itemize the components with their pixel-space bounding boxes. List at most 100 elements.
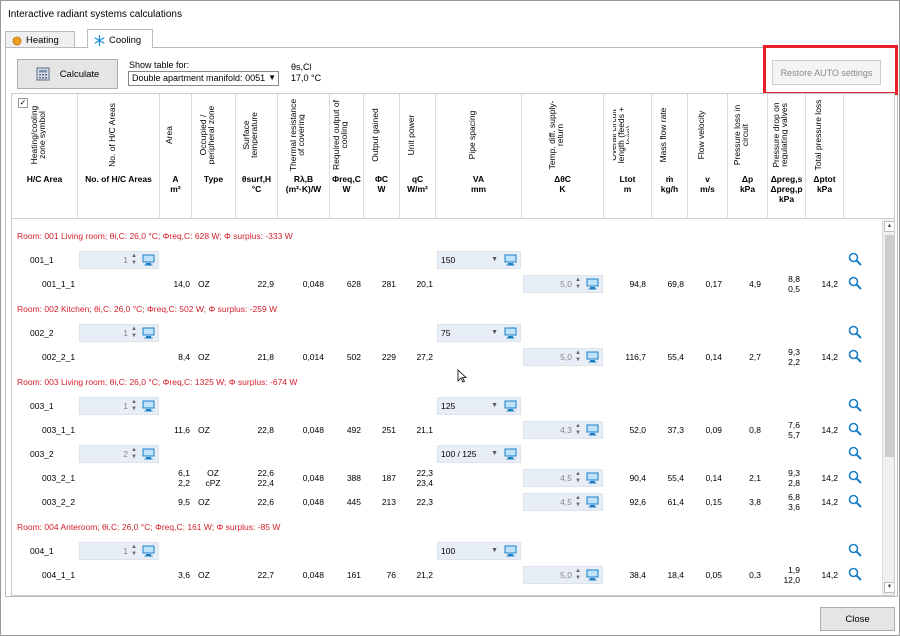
- computer-icon[interactable]: [586, 496, 599, 508]
- tab-cooling[interactable]: Cooling: [87, 29, 153, 48]
- pipe-spacing-value: 100 / 125: [441, 449, 477, 459]
- unit-power-value-line: 23,4: [416, 478, 433, 488]
- pipe-spacing-dropdown[interactable]: 150 ▼: [437, 251, 521, 269]
- manifold-select[interactable]: Double apartment manifold: 0051 ▼: [128, 71, 279, 86]
- unit-power-value-line: 22,3: [416, 468, 433, 478]
- computer-icon[interactable]: [504, 545, 517, 557]
- tab-heating[interactable]: Heating: [5, 31, 75, 47]
- stepper-arrows-icon[interactable]: ▲ ▼: [575, 495, 581, 508]
- scroll-up-icon[interactable]: ▲: [884, 221, 894, 232]
- surface-temp-value: 22,6 22,4: [236, 466, 274, 490]
- column-vertical-label: No. of H/C Areas: [107, 103, 117, 167]
- vertical-scrollbar[interactable]: ▲ ▼: [882, 219, 894, 595]
- unit-power-value: 22,3: [416, 497, 433, 507]
- header-column: Occupied / peripheral zone Type: [192, 94, 236, 219]
- temp-diff-stepper[interactable]: 5,0 ▲ ▼: [523, 566, 603, 584]
- stepper-arrows-icon[interactable]: ▲ ▼: [575, 568, 581, 581]
- temp-diff-stepper[interactable]: 4,5 ▲ ▼: [523, 469, 603, 487]
- magnifier-icon[interactable]: [848, 276, 862, 290]
- magnifier-icon[interactable]: [848, 398, 862, 412]
- circuit-row: 003_2_2 9,5 OZ 22,6 0,048 445 213 22,3 4,5 ▲ ▼ 92,6…: [12, 490, 881, 514]
- magnifier-icon[interactable]: [848, 422, 862, 436]
- area-count-stepper[interactable]: 1 ▲ ▼: [79, 324, 159, 342]
- area-count-stepper[interactable]: 1 ▲ ▼: [79, 397, 159, 415]
- pipe-spacing-dropdown[interactable]: 125 ▼: [437, 397, 521, 415]
- room-row: Room: 001 Living room; θi,C: 26,0 °C; Φr…: [12, 224, 881, 248]
- column-heading: θsurf,H °C: [236, 174, 277, 194]
- computer-icon[interactable]: [586, 278, 599, 290]
- stepper-arrows-icon[interactable]: ▲ ▼: [575, 350, 581, 363]
- computer-icon[interactable]: [586, 351, 599, 363]
- magnifier-icon[interactable]: [848, 543, 862, 557]
- area-count-stepper[interactable]: 1 ▲ ▼: [79, 251, 159, 269]
- scroll-down-icon[interactable]: ▼: [884, 582, 894, 593]
- magnifier-icon[interactable]: [848, 494, 862, 508]
- pipe-spacing-dropdown[interactable]: 75 ▼: [437, 324, 521, 342]
- column-heading-line: VA: [472, 174, 485, 184]
- calculate-button[interactable]: Calculate: [17, 59, 118, 89]
- magnifier-icon[interactable]: [848, 349, 862, 363]
- column-heading: Δptot kPa: [806, 174, 843, 194]
- mass-flow-value: 55,4: [667, 352, 684, 362]
- temp-diff-stepper[interactable]: 5,0 ▲ ▼: [523, 275, 603, 293]
- circuit-row: 003_1_1 11,6 OZ 22,8 0,048 492 251 21,1 4,3 ▲ ▼ 52,…: [12, 418, 881, 442]
- area-count-stepper[interactable]: 1 ▲ ▼: [79, 542, 159, 560]
- computer-icon[interactable]: [142, 400, 155, 412]
- column-heading: v m/s: [688, 174, 727, 194]
- select-all-checkbox[interactable]: ✓: [18, 98, 28, 108]
- computer-icon[interactable]: [142, 327, 155, 339]
- pipe-spacing-dropdown[interactable]: 100 / 125 ▼: [437, 445, 521, 463]
- stepper-arrows-icon[interactable]: ▲ ▼: [131, 253, 137, 266]
- stepper-arrows-icon[interactable]: ▲ ▼: [131, 326, 137, 339]
- temp-diff-stepper[interactable]: 4,3 ▲ ▼: [523, 421, 603, 439]
- stepper-arrows-icon[interactable]: ▲ ▼: [575, 423, 581, 436]
- magnifier-icon[interactable]: [848, 446, 862, 460]
- computer-icon[interactable]: [142, 448, 155, 460]
- magnifier-icon[interactable]: [848, 567, 862, 581]
- column-heading-line: ΔθC: [554, 174, 571, 184]
- computer-icon[interactable]: [504, 400, 517, 412]
- computer-icon[interactable]: [586, 424, 599, 436]
- computer-icon[interactable]: [504, 448, 517, 460]
- circuit-length-value: 94,8: [629, 279, 646, 289]
- magnifier-icon[interactable]: [848, 252, 862, 266]
- column-heading: Δp kPa: [728, 174, 767, 194]
- stepper-arrows-icon[interactable]: ▲ ▼: [131, 544, 137, 557]
- scrollbar-thumb[interactable]: [885, 235, 894, 457]
- computer-icon[interactable]: [504, 254, 517, 266]
- valve-pressure-drop-value-line: 2,2: [788, 357, 800, 367]
- theta-readout: θs,Cl 17,0 °C: [291, 62, 321, 84]
- mass-flow-value: 37,3: [667, 425, 684, 435]
- temp-diff-stepper[interactable]: 5,0 ▲ ▼: [523, 348, 603, 366]
- computer-icon[interactable]: [142, 254, 155, 266]
- computer-icon[interactable]: [504, 327, 517, 339]
- required-output-value: 492: [346, 425, 361, 435]
- stepper-arrows-icon[interactable]: ▲ ▼: [575, 471, 581, 484]
- magnifier-icon[interactable]: [848, 325, 862, 339]
- temp-diff-stepper[interactable]: 4,5 ▲ ▼: [523, 493, 603, 511]
- computer-icon[interactable]: [586, 472, 599, 484]
- surface-temp-value: 22,8: [257, 425, 274, 435]
- column-heading-line: m/s: [700, 184, 715, 194]
- column-vertical-label: Heating/cooling zone symbol: [30, 105, 46, 165]
- computer-icon[interactable]: [586, 569, 599, 581]
- output-gained-value: 251: [381, 425, 396, 435]
- pipe-spacing-dropdown[interactable]: 100 ▼: [437, 542, 521, 560]
- mass-flow-value: 69,8: [667, 279, 684, 289]
- stepper-arrows-icon[interactable]: ▲ ▼: [575, 277, 581, 290]
- circuit-name: 004_1_1: [42, 570, 76, 580]
- close-button[interactable]: Close: [820, 607, 895, 631]
- stepper-arrows-icon[interactable]: ▲ ▼: [131, 447, 137, 460]
- column-heading-line: Δpreg,s: [770, 174, 803, 184]
- magnifier-icon[interactable]: [848, 470, 862, 484]
- area-count-stepper[interactable]: 2 ▲ ▼: [79, 445, 159, 463]
- restore-auto-settings-button[interactable]: Restore AUTO settings: [772, 60, 881, 85]
- valve-pressure-drop-value: 7,6 5,7: [768, 418, 800, 442]
- stepper-arrows-icon[interactable]: ▲ ▼: [131, 399, 137, 412]
- pipe-spacing-value: 75: [441, 328, 451, 338]
- circuit-name: 003_1_1: [42, 425, 76, 435]
- computer-icon[interactable]: [142, 545, 155, 557]
- surface-temp-value: 22,6: [257, 497, 274, 507]
